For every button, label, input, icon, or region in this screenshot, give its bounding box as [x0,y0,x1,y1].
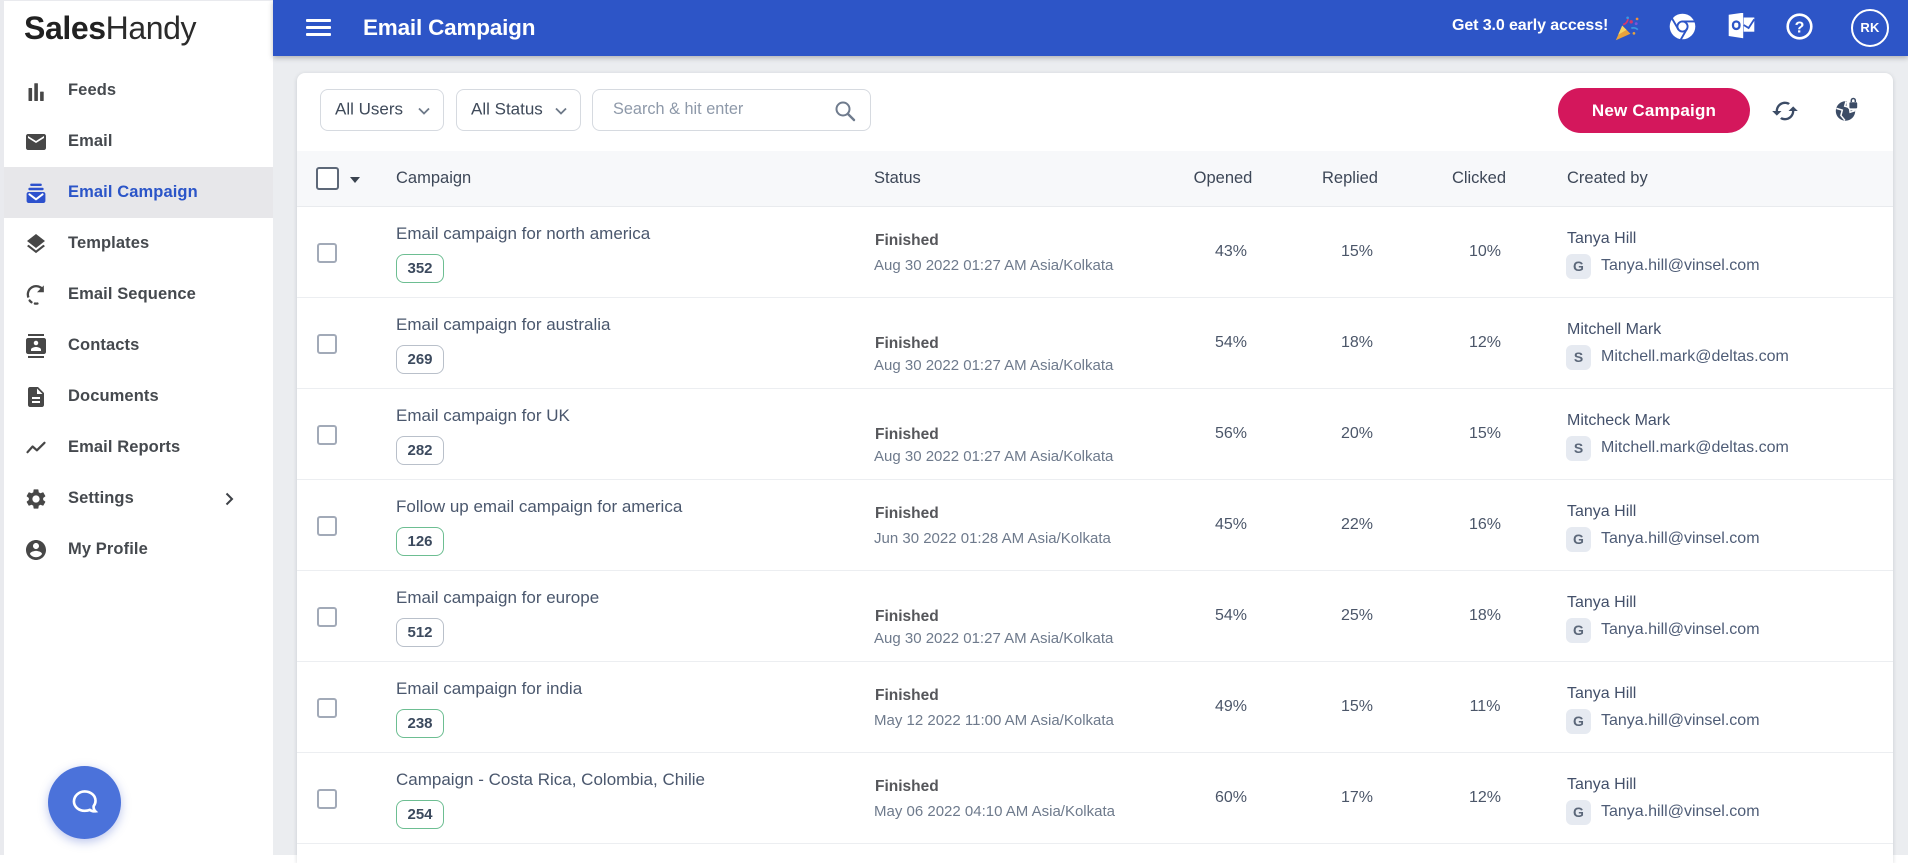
svg-text:?: ? [1795,20,1805,37]
